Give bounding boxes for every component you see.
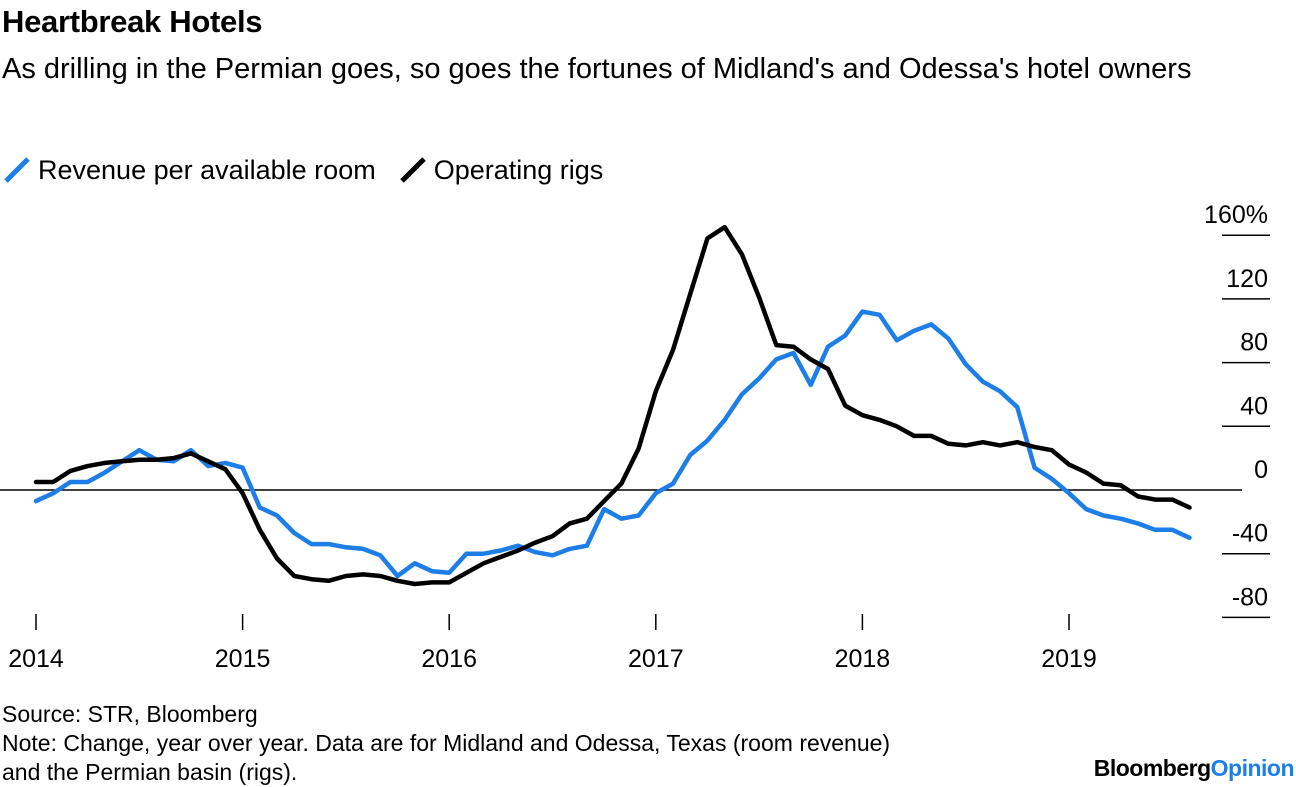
legend-swatch-revpar <box>4 157 30 183</box>
x-tick-label: 2017 <box>628 645 684 673</box>
legend: Revenue per available room Operating rig… <box>2 152 625 188</box>
chart-subtitle: As drilling in the Permian goes, so goes… <box>2 53 1192 85</box>
y-tick-label: 120 <box>1226 265 1268 293</box>
data-note-line-2: and the Permian basin (rigs). <box>2 759 298 785</box>
y-tick-label: 0 <box>1254 456 1268 484</box>
y-tick-label: -80 <box>1232 583 1268 611</box>
y-tick-label: 40 <box>1240 392 1268 420</box>
data-note-line-1: Note: Change, year over year. Data are f… <box>2 730 891 756</box>
x-tick-label: 2016 <box>421 645 477 673</box>
chart-title: Heartbreak Hotels <box>2 4 263 39</box>
legend-swatch-rigs <box>399 157 426 183</box>
x-tick-label: 2015 <box>215 645 271 673</box>
series-line-revpar <box>33 309 1192 579</box>
x-tick-label: 2019 <box>1041 645 1097 673</box>
y-tick-label: 80 <box>1240 329 1268 357</box>
series-line-rigs <box>33 224 1192 587</box>
legend-label-revpar: Revenue per available room <box>38 154 376 185</box>
source-note: Source: STR, Bloomberg <box>2 701 258 727</box>
legend-label-rigs: Operating rigs <box>433 154 604 185</box>
legend-item-revpar: Revenue per available room <box>2 155 376 186</box>
x-tick-label: 2018 <box>835 645 891 673</box>
y-tick-label: 160% <box>1204 201 1268 229</box>
line-chart: 160% 120 80 40 0 -40 -80 2014 2015 2016 2017 2018 20… <box>0 201 1270 673</box>
x-tick-label: 2014 <box>8 645 64 673</box>
y-tick-label: -40 <box>1232 520 1268 548</box>
bloomberg-opinion-logo: BloombergOpinion <box>1093 755 1295 782</box>
brand-part-2: Opinion <box>1210 755 1295 781</box>
brand-part-1: Bloomberg <box>1093 755 1211 781</box>
legend-item-rigs: Operating rigs <box>398 154 604 186</box>
footer: Source: STR, Bloomberg Note: Change, yea… <box>2 700 890 787</box>
